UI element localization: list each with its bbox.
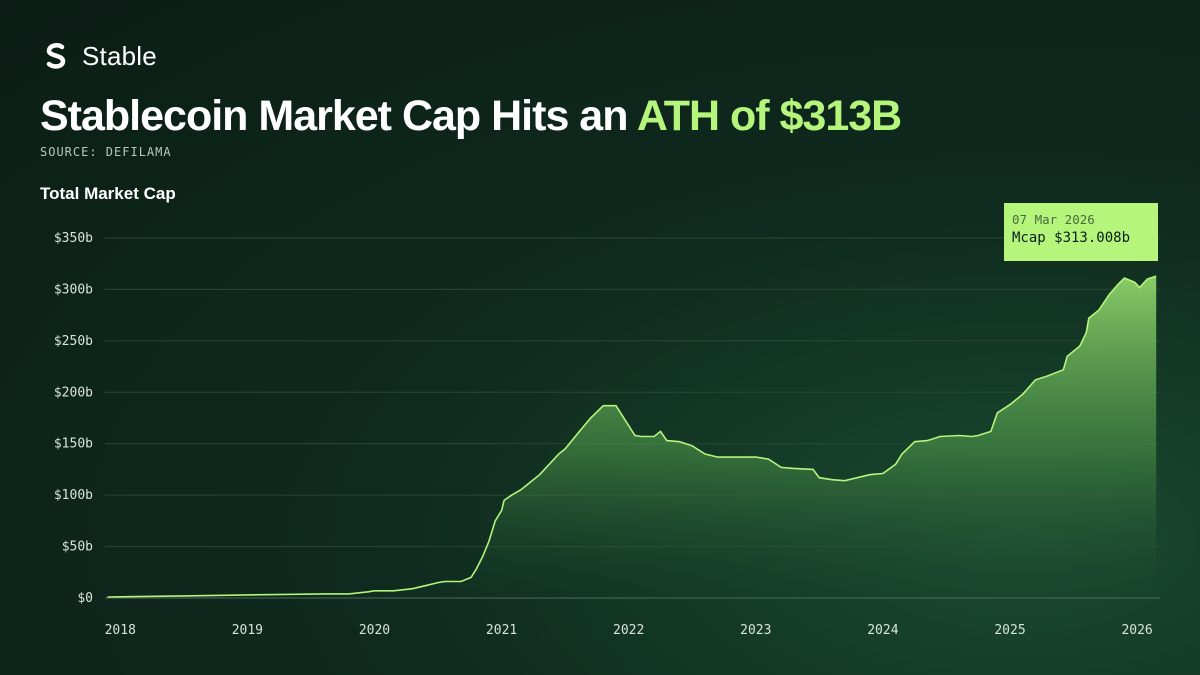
headline-prefix: Stablecoin Market Cap Hits an — [40, 92, 637, 140]
x-axis-labels: 2018 2019 2020 2021 2022 2023 2024 2025 2026 — [105, 623, 1153, 638]
y-tick-label: $0 — [77, 591, 93, 606]
y-tick-label: $250b — [54, 334, 93, 349]
stable-s-logo-icon — [46, 43, 66, 69]
tooltip-date: 07 Mar 2026 — [1012, 212, 1095, 227]
headline: Stablecoin Market Cap Hits an ATH of $31… — [40, 92, 902, 141]
x-tick-label: 2025 — [994, 623, 1025, 638]
y-tick-label: $300b — [54, 282, 93, 297]
source-label: SOURCE: DEFILAMA — [40, 145, 172, 159]
tooltip-value: Mcap $313.008b — [1012, 230, 1131, 246]
y-tick-label: $50b — [62, 540, 93, 555]
y-tick-label: $200b — [54, 385, 93, 400]
x-tick-label: 2021 — [486, 623, 517, 638]
x-tick-label: 2026 — [1121, 623, 1152, 638]
brand-name: Stable — [82, 40, 157, 71]
y-tick-label: $100b — [54, 488, 93, 503]
x-tick-label: 2024 — [867, 623, 898, 638]
x-tick-label: 2023 — [740, 623, 771, 638]
x-tick-label: 2018 — [105, 623, 136, 638]
headline-accent: ATH of $313B — [636, 92, 902, 140]
chart-title: Total Market Cap — [40, 184, 176, 203]
x-tick-label: 2019 — [232, 623, 263, 638]
y-tick-label: $150b — [54, 437, 93, 452]
brand: Stable — [40, 40, 157, 72]
x-tick-label: 2020 — [359, 623, 390, 638]
market-cap-line — [107, 275, 1157, 598]
y-axis-labels: $0 $50b $100b $150b $200b $250b $300b $350b — [54, 231, 93, 606]
market-cap-area — [107, 276, 1157, 598]
ath-tooltip: 07 Mar 2026 Mcap $313.008b — [1004, 203, 1158, 261]
x-tick-label: 2022 — [613, 623, 644, 638]
y-tick-label: $350b — [54, 231, 93, 246]
